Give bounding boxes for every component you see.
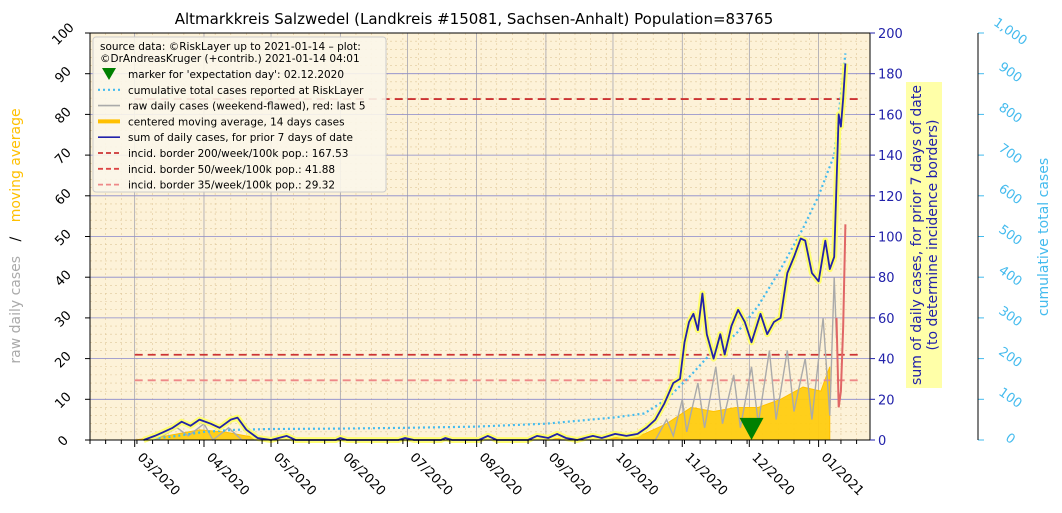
right-tick-label: 20	[878, 393, 895, 408]
left-tick-label: 100	[49, 20, 77, 48]
left-tick-label: 60	[52, 186, 74, 208]
right-tick-label: 60	[878, 312, 895, 327]
legend-box	[92, 36, 387, 193]
legend-entry-label: cumulative total cases reported at RiskL…	[128, 85, 364, 97]
far-right-axis: 0 100 200 300 400 500 600 700 800 900 1,000	[978, 15, 1030, 448]
right-tick-label: 200	[878, 27, 903, 42]
right-tick-label: 0	[878, 434, 886, 449]
left-axis-label: raw daily cases / moving average	[8, 108, 24, 363]
far-right-tick-label: 500	[996, 222, 1025, 249]
x-tick-label: 04/2020	[203, 450, 252, 499]
legend-entry-label: sum of daily cases, for prior 7 days of …	[128, 132, 353, 144]
x-tick-label: 12/2020	[748, 450, 797, 499]
right-tick-label: 140	[878, 149, 903, 164]
far-right-tick-label: 900	[996, 60, 1025, 87]
x-tick-label: 03/2020	[134, 450, 183, 499]
far-right-tick-label: 200	[996, 344, 1025, 371]
x-tick-label: 07/2020	[407, 450, 456, 499]
left-axis-label-raw: raw daily cases	[8, 256, 24, 364]
left-tick-label: 30	[52, 308, 74, 330]
x-tick-label: 01/2021	[818, 450, 867, 499]
right-tick-label: 180	[878, 68, 903, 83]
left-tick-label: 90	[52, 64, 74, 86]
x-tick-label: 10/2020	[612, 450, 661, 499]
x-tick-label: 08/2020	[476, 450, 525, 499]
legend: source data: ©RiskLayer up to 2021-01-14…	[92, 36, 387, 193]
right-tick-label: 160	[878, 108, 903, 123]
cumulative-cases-line	[143, 53, 847, 442]
left-tick-label: 50	[52, 227, 74, 249]
right-axis-label-line1: sum of daily cases, for prior 7 days of …	[909, 85, 925, 385]
legend-entry-label: incid. border 50/week/100k pop.: 41.88	[128, 164, 335, 176]
legend-source-line2: ©DrAndreasKruger (+contrib.) 2021-01-14 …	[100, 53, 360, 65]
legend-entry-label: marker for 'expectation day': 02.12.2020	[128, 69, 344, 81]
x-axis: 03/2020 04/2020 05/2020 06/2020 07/2020 08/20…	[89, 440, 867, 499]
far-right-axis-label: cumulative total cases	[1036, 158, 1052, 316]
x-tick-label: 06/2020	[339, 450, 388, 499]
left-tick-label: 80	[52, 105, 74, 127]
right-axis: 0 20 40 60 80 100 120 140 160 180 200	[870, 27, 903, 449]
minor-grid	[89, 33, 870, 440]
right-tick-label: 100	[878, 231, 903, 246]
far-right-tick-label: 800	[996, 100, 1025, 127]
chart-title: Altmarkkreis Salzwedel (Landkreis #15081…	[175, 10, 774, 28]
right-axis-label-line2: (to determine incidence borders)	[925, 120, 941, 351]
legend-entry-label: incid. border 35/week/100k pop.: 29.32	[128, 180, 335, 192]
expectation-day-marker	[739, 417, 764, 440]
legend-entry-label: incid. border 200/week/100k pop.: 167.53	[128, 148, 348, 160]
left-tick-label: 70	[52, 145, 74, 167]
legend-entries: marker for 'expectation day': 02.12.2020…	[98, 68, 366, 192]
far-right-tick-label: 0	[1002, 431, 1017, 448]
left-axis-label-slash: /	[8, 236, 24, 241]
left-tick-label: 20	[52, 349, 74, 371]
expectation-day-marker-layer	[739, 417, 764, 440]
weekly-sum-line	[143, 63, 847, 441]
far-right-tick-label: 600	[996, 182, 1025, 209]
left-axis: 0 10 20 30 40 50 60 70 80 90 100	[49, 20, 90, 450]
right-tick-label: 80	[878, 271, 895, 286]
x-tick-label: 05/2020	[270, 450, 319, 499]
x-tick-label: 11/2020	[681, 450, 730, 499]
raw-daily-line	[154, 277, 838, 442]
right-tick-label: 120	[878, 190, 903, 205]
far-right-tick-label: 300	[996, 304, 1025, 331]
right-tick-label: 40	[878, 353, 895, 368]
x-tick-label: 09/2020	[545, 450, 594, 499]
legend-entry-label: centered moving average, 14 days cases	[128, 116, 345, 128]
left-tick-label: 0	[55, 433, 71, 449]
far-right-tick-label: 700	[996, 141, 1025, 168]
left-axis-label-ma: moving average	[8, 108, 24, 222]
far-right-tick-label: 100	[996, 385, 1025, 412]
left-tick-label: 10	[52, 390, 74, 412]
legend-source-line1: source data: ©RiskLayer up to 2021-01-14…	[100, 41, 361, 53]
legend-entry-label: raw daily cases (weekend-flawed), red: l…	[128, 101, 366, 113]
left-tick-label: 40	[52, 268, 74, 290]
far-right-tick-label: 400	[996, 263, 1025, 290]
legend-marker-swatch	[102, 68, 116, 80]
right-axis-label-box	[906, 82, 942, 388]
far-right-tick-label: 1,000	[990, 15, 1029, 49]
raw-daily-last5-line	[835, 224, 847, 408]
